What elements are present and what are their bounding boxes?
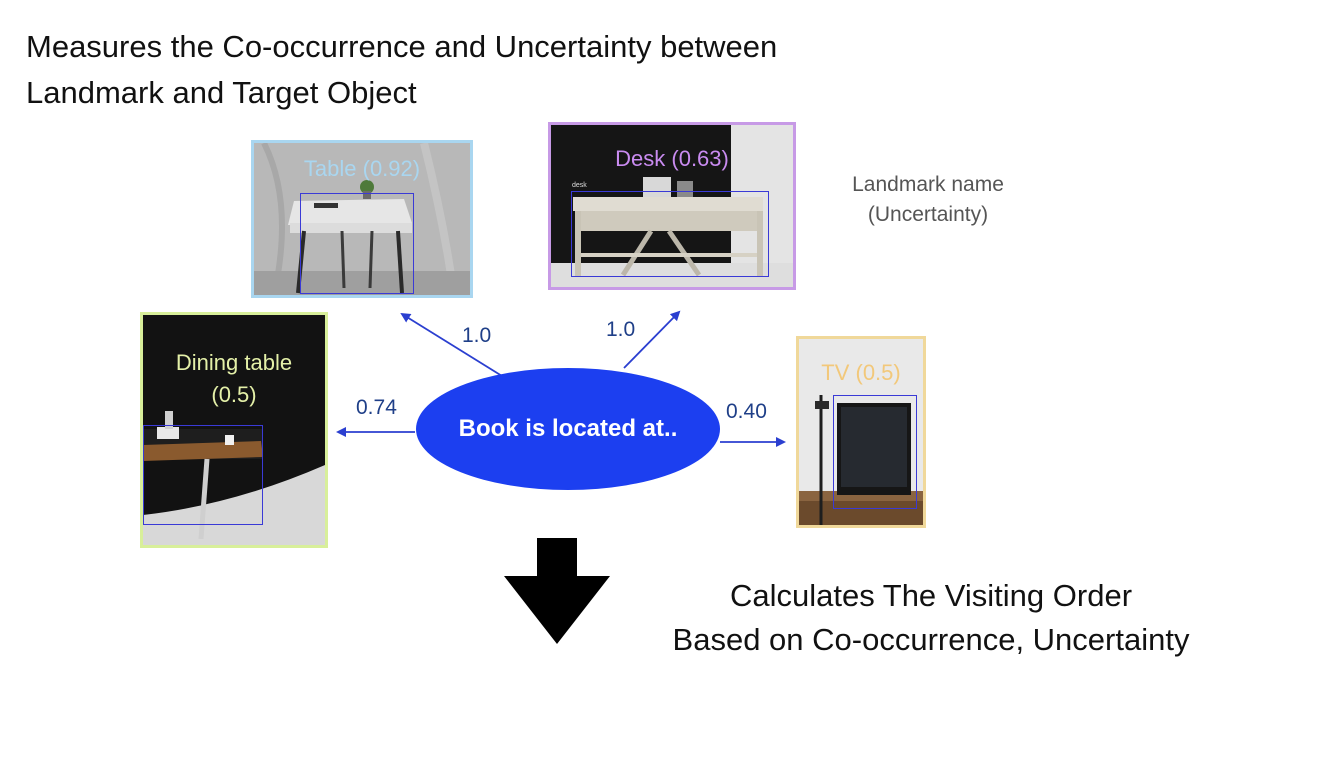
arrow-to-desk xyxy=(623,310,681,369)
result-line-1: Calculates The Visiting Order xyxy=(729,578,1133,613)
result-text: Calculates The Visiting Order Based on C… xyxy=(596,574,1266,662)
landmark-label-tv: TV (0.5) xyxy=(821,360,901,385)
arrow-to-table xyxy=(400,312,503,377)
bounding-box-tv xyxy=(833,395,917,509)
result-line-2: Based on Co-occurrence, Uncertainty xyxy=(672,622,1190,657)
legend-landmark-name: Landmark name xyxy=(852,173,1004,196)
desk-photo xyxy=(551,125,793,287)
edge-label-dining-table: 0.74 xyxy=(356,396,397,419)
landmark-panel-tv: TV (0.5) xyxy=(796,336,926,528)
landmark-label-desk: Desk (0.63) xyxy=(615,146,729,171)
bounding-box-table xyxy=(300,193,414,294)
legend: Landmark name (Uncertainty) xyxy=(828,170,1028,230)
slide-title-line-1: Measures the Co-occurrence and Uncertain… xyxy=(26,29,778,64)
edge-label-tv: 0.40 xyxy=(726,400,767,423)
down-arrow-icon xyxy=(504,538,610,644)
landmark-label-dining-table: Dining table (0.5) xyxy=(143,347,325,411)
legend-uncertainty: (Uncertainty) xyxy=(867,203,989,226)
dining-table-photo xyxy=(143,315,325,545)
landmark-label-dining-table-uncertainty: (0.5) xyxy=(211,382,257,407)
landmark-panel-desk: Desk (0.63) desk xyxy=(548,122,796,290)
edge-label-table: 1.0 xyxy=(462,324,492,347)
target-object-node: Book is located at.. xyxy=(416,368,720,490)
bounding-box-dining-table xyxy=(143,425,263,525)
landmark-label-table: Table (0.92) xyxy=(303,156,421,181)
tv-photo xyxy=(799,339,923,525)
landmark-panel-table: Table (0.92) xyxy=(251,140,473,298)
landmark-label-dining-table-name: Dining table xyxy=(175,350,293,375)
edge-label-desk: 1.0 xyxy=(606,318,636,341)
target-object-label: Book is located at.. xyxy=(458,415,678,442)
slide-title-line-2: Landmark and Target Object xyxy=(26,75,417,110)
slide-title: Measures the Co-occurrence and Uncertain… xyxy=(26,24,1006,116)
landmark-panel-dining-table: Dining table (0.5) xyxy=(140,312,328,548)
bounding-box-desk xyxy=(571,191,769,277)
table-photo xyxy=(254,143,470,295)
bounding-box-tag-desk: desk xyxy=(572,182,587,189)
